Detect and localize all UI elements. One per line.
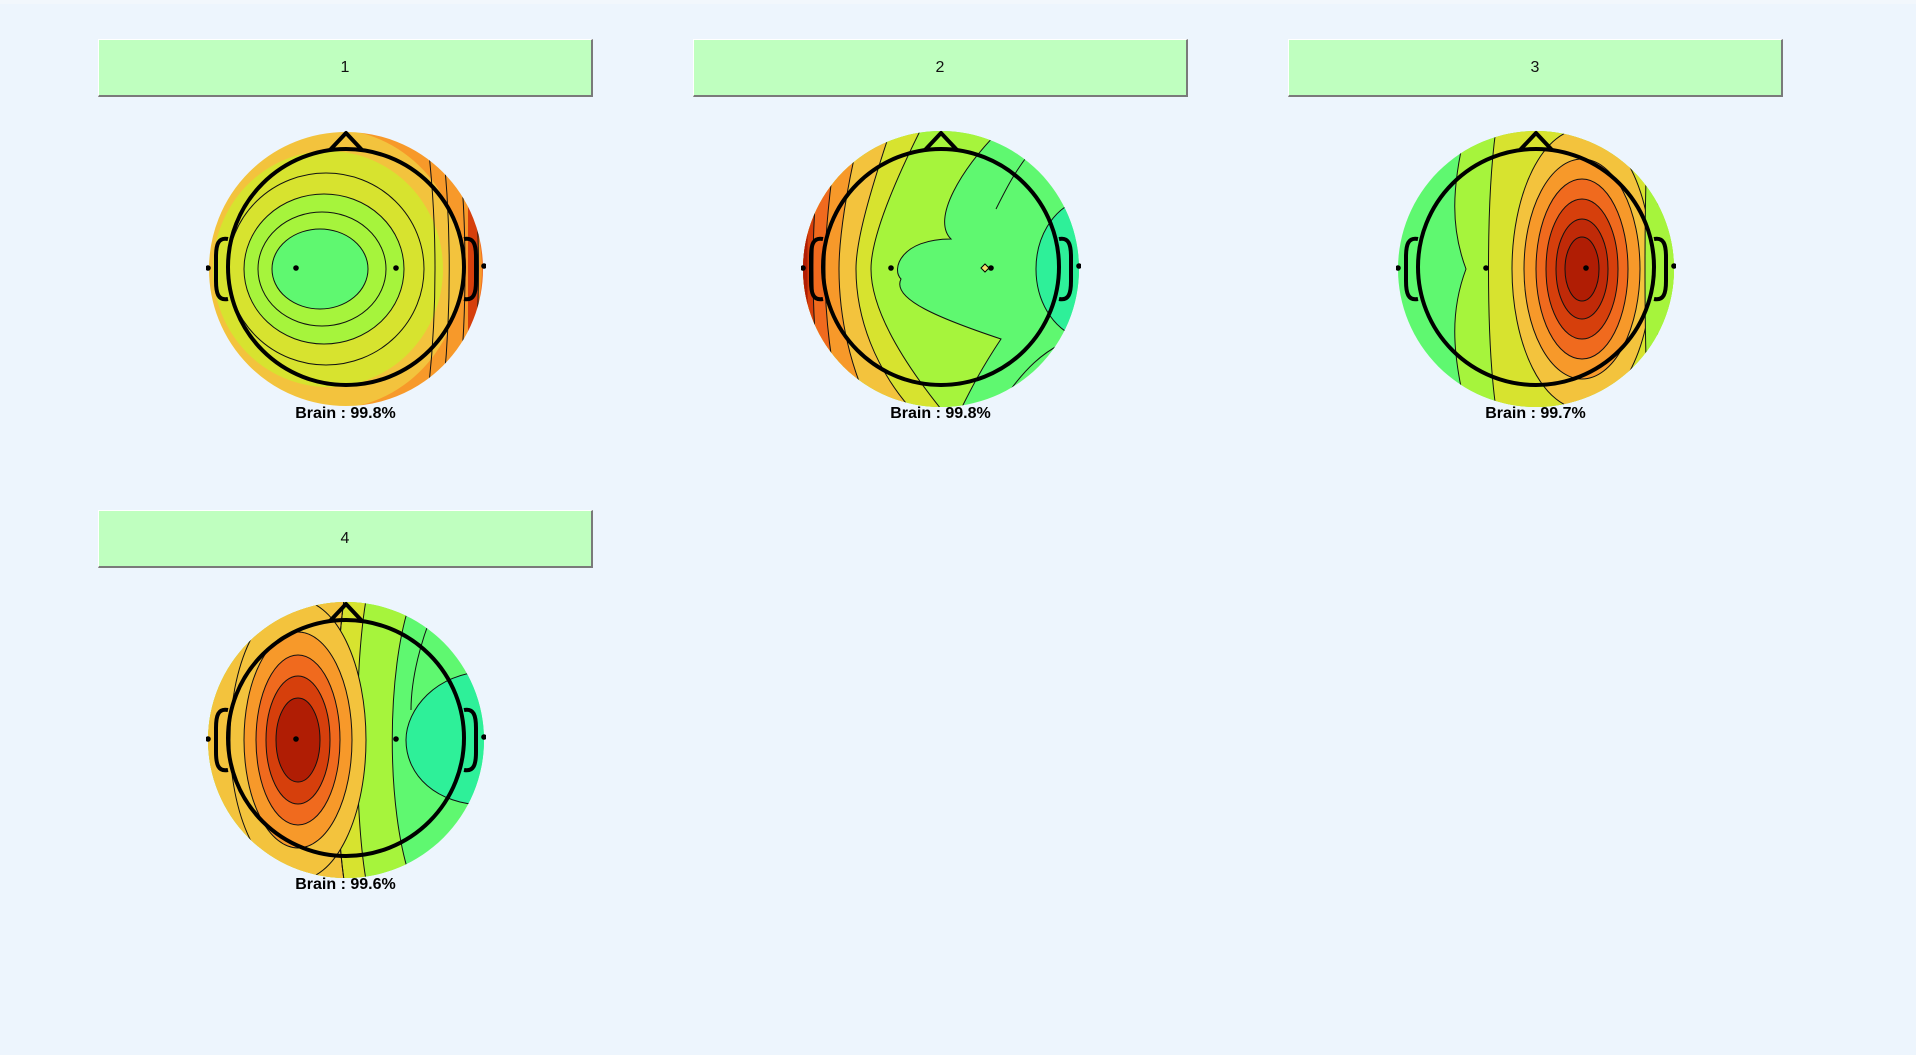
component-panel-4: 4 — [98, 510, 595, 970]
window-top-edge — [0, 0, 1916, 4]
component-button-4[interactable]: 4 — [98, 510, 593, 568]
component-panel-1: 1 — [98, 39, 595, 499]
scalp-topography-map-3[interactable] — [1396, 129, 1676, 409]
scalp-topography-map-1[interactable] — [206, 129, 486, 409]
component-panel-2: 2 — [693, 39, 1190, 499]
scalp-topography-icon — [206, 602, 486, 878]
scalp-topography-map-2[interactable] — [801, 129, 1081, 409]
component-button-2[interactable]: 2 — [693, 39, 1188, 97]
scalp-topography-icon — [1396, 131, 1676, 407]
scalp-topography-icon — [206, 130, 486, 408]
component-classification-4: Brain : 99.6% — [295, 876, 396, 893]
component-classification-2: Brain : 99.8% — [890, 405, 991, 422]
scalp-topography-icon — [801, 131, 1081, 407]
component-button-3[interactable]: 3 — [1288, 39, 1783, 97]
component-panel-3: 3 — [1288, 39, 1785, 499]
component-classification-1: Brain : 99.8% — [295, 405, 396, 422]
component-classification-3: Brain : 99.7% — [1485, 405, 1586, 422]
scalp-topography-map-4[interactable] — [206, 600, 486, 880]
component-button-1[interactable]: 1 — [98, 39, 593, 97]
